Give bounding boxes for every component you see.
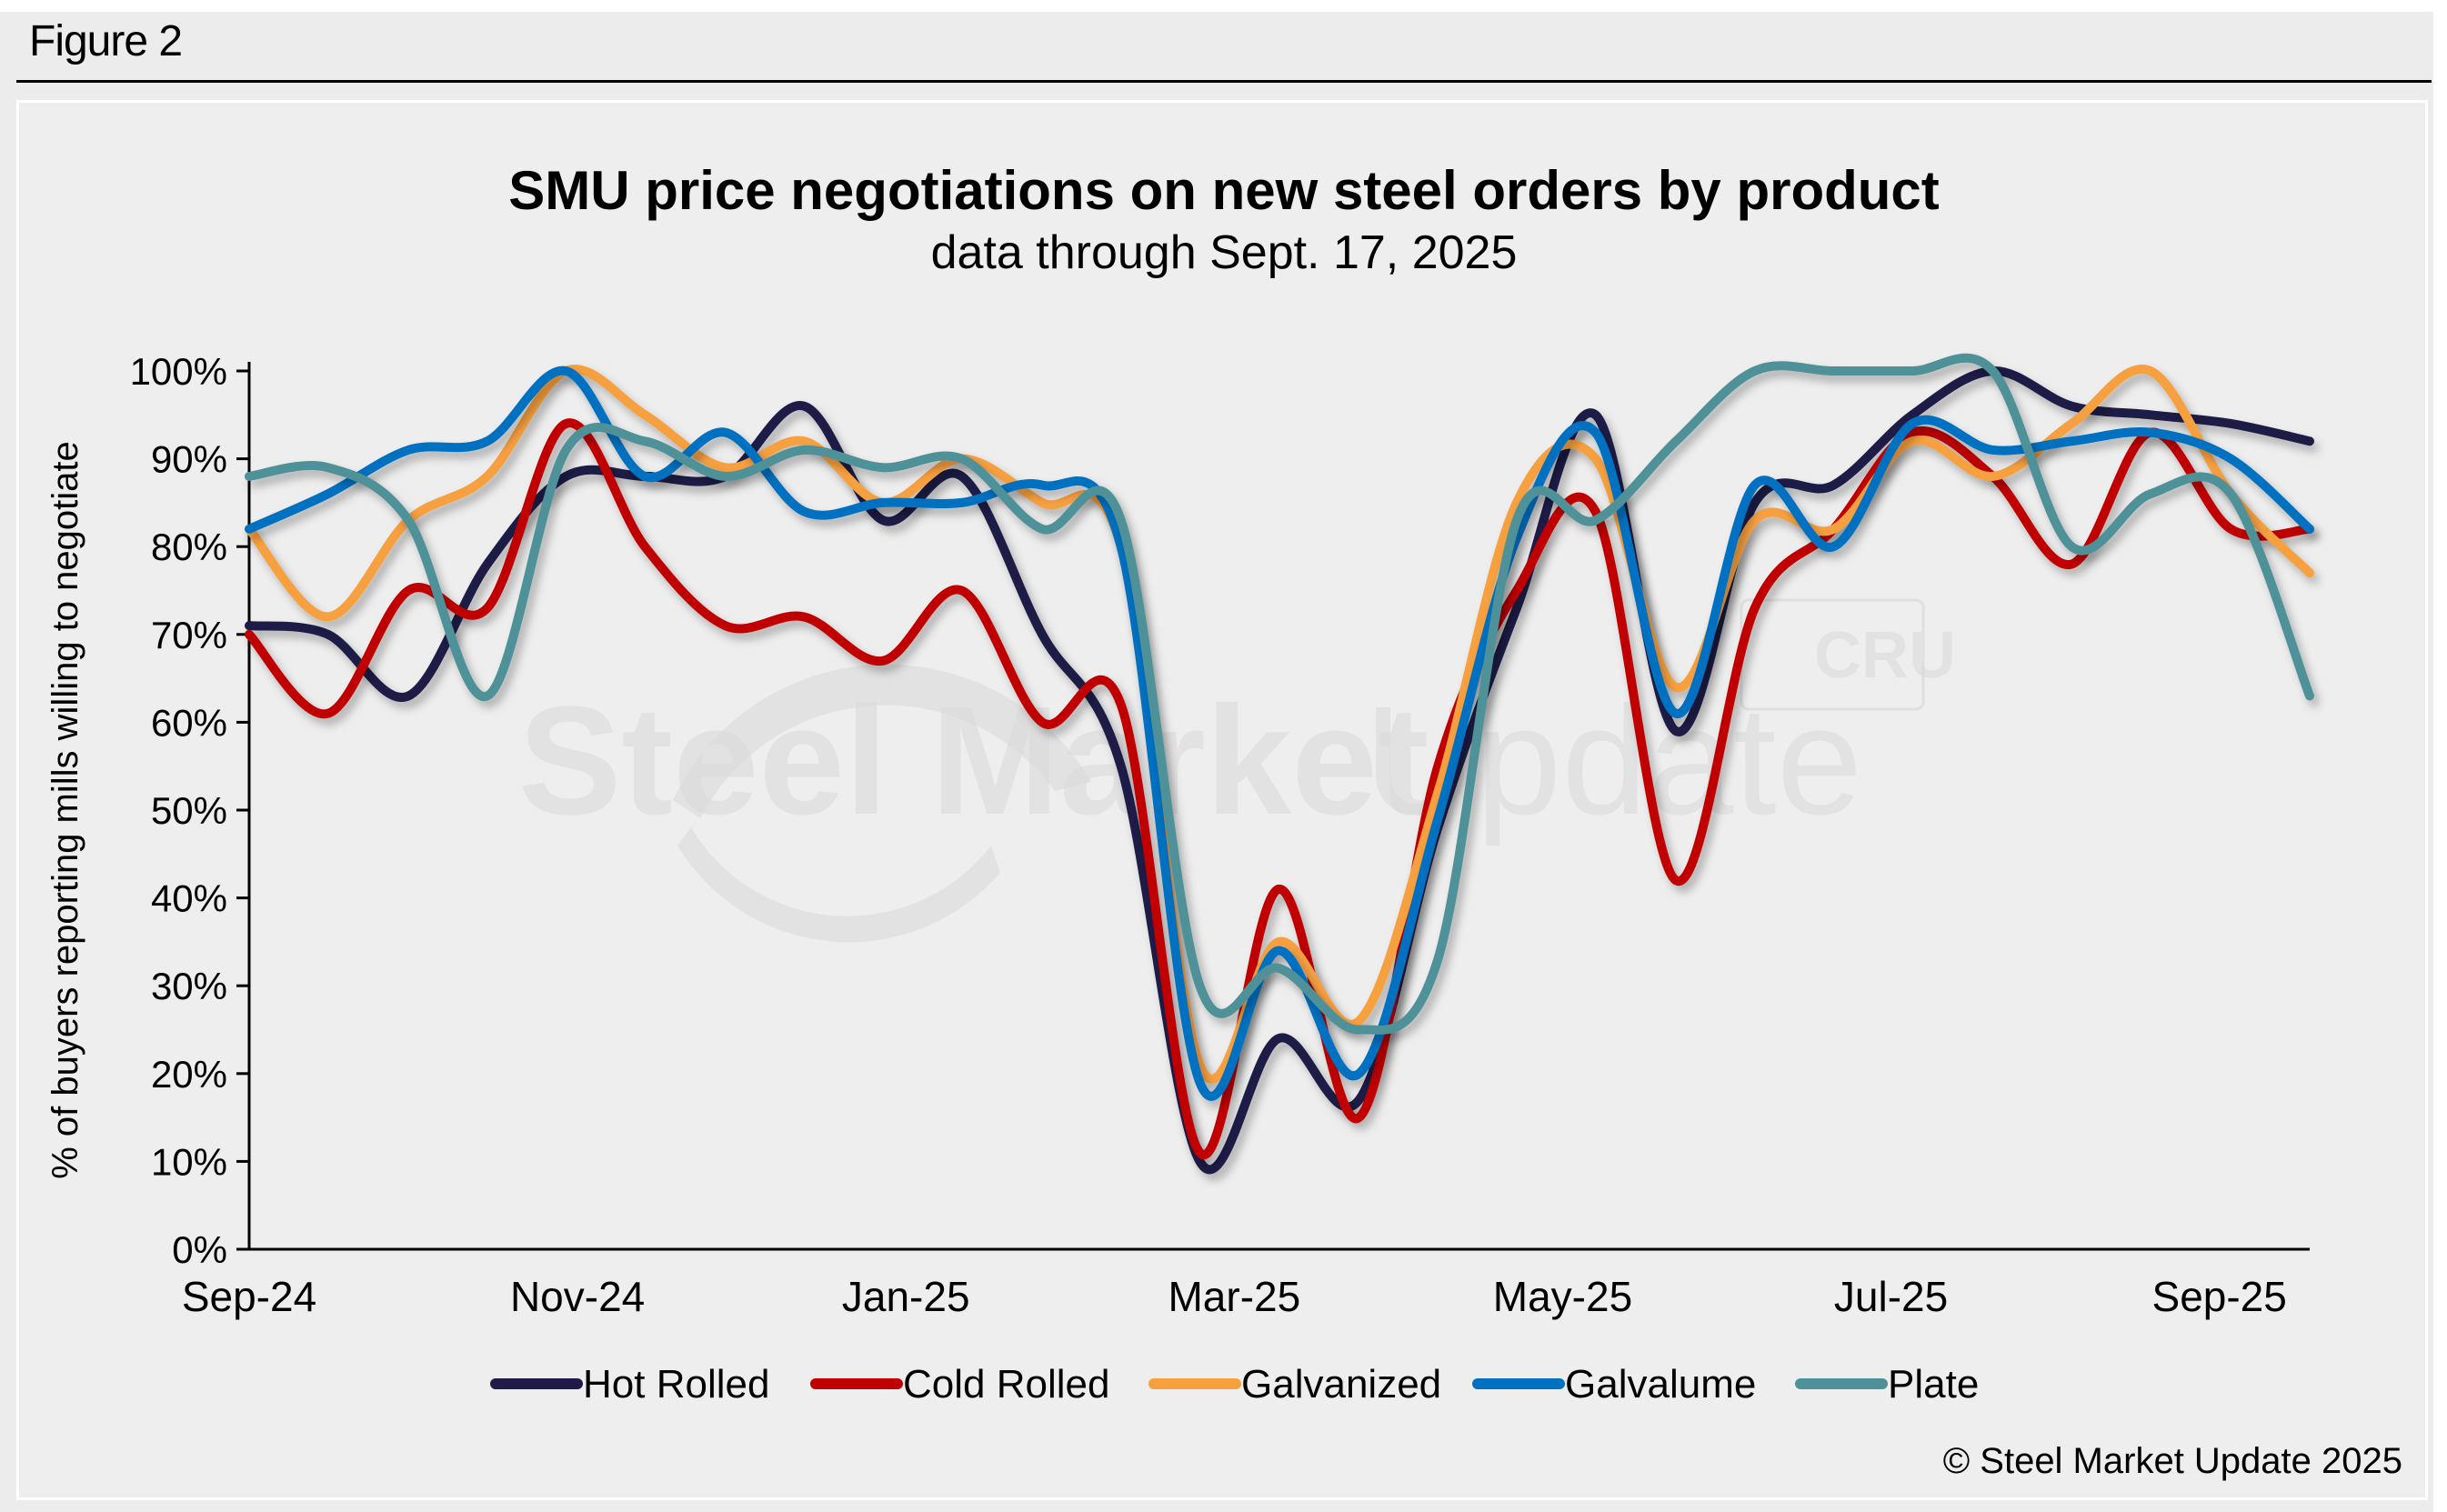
legend-item-galvalume: Galvalume	[1472, 1362, 1756, 1407]
x-tick-label: Sep-25	[2152, 1273, 2287, 1320]
series-line-plate	[245, 353, 2314, 1035]
legend-item-galvanized: Galvanized	[1148, 1362, 1441, 1407]
legend-label: Cold Rolled	[903, 1362, 1109, 1407]
y-tick-label: 40%	[151, 877, 227, 920]
series-line-galvalume	[245, 365, 2314, 1101]
legend-label: Hot Rolled	[583, 1362, 769, 1407]
chart-subtitle: data through Sept. 17, 2025	[931, 226, 1518, 279]
y-tick-label: 80%	[151, 526, 227, 568]
y-tick-label: 20%	[151, 1053, 227, 1096]
y-axis-title: % of buyers reporting mills willing to n…	[45, 441, 85, 1179]
watermark-swoosh	[673, 664, 1091, 818]
watermark: Steel Market Update CRU	[518, 598, 1956, 943]
chart-title: SMU price negotiations on new steel orde…	[508, 160, 1940, 221]
x-tick-label: Mar-25	[1168, 1273, 1300, 1320]
y-tick-label: 10%	[151, 1140, 227, 1183]
series-group	[245, 353, 2314, 1175]
legend-label: Plate	[1888, 1362, 1979, 1407]
x-tick-label: May-25	[1493, 1273, 1632, 1320]
legend-item-cold-rolled: Cold Rolled	[810, 1362, 1109, 1407]
x-tick-label: Sep-24	[182, 1273, 316, 1320]
y-tick-label: 50%	[151, 789, 227, 832]
legend-label: Galvalume	[1565, 1362, 1756, 1407]
legend: Hot Rolled Cold Rolled Galvanized Galvalume…	[490, 1362, 1979, 1407]
watermark-bold-text: Steel Market	[518, 675, 1429, 847]
chart-panel	[16, 100, 2428, 1500]
y-tick-label: 70%	[151, 614, 227, 656]
copyright-text: © Steel Market Update 2025	[1943, 1441, 2402, 1481]
y-tick-label: 0%	[172, 1228, 227, 1271]
legend-label: Galvanized	[1241, 1362, 1441, 1407]
y-tick-label: 90%	[151, 438, 227, 481]
watermark-globe	[677, 827, 1000, 943]
figure-label: Figure 2	[29, 17, 183, 65]
legend-item-plate: Plate	[1795, 1362, 1979, 1407]
legend-item-hot-rolled: Hot Rolled	[490, 1362, 769, 1407]
x-tick-label: Jan-25	[842, 1273, 970, 1320]
y-tick-label: 100%	[130, 350, 227, 393]
series-line-galvanized	[245, 365, 2314, 1084]
header-rule	[16, 80, 2432, 83]
x-axis-ticks: Sep-24 Nov-24 Jan-25 Mar-25 May-25 Jul-25 Sep-…	[182, 1273, 2287, 1320]
y-tick-label: 60%	[151, 701, 227, 744]
watermark-badge-text: CRU	[1814, 619, 1956, 692]
y-tick-label: 30%	[151, 965, 227, 1007]
x-tick-label: Jul-25	[1834, 1273, 1948, 1320]
x-tick-label: Nov-24	[510, 1273, 645, 1320]
y-axis-ticks: 0% 10% 20% 30% 40% 50% 60% 70% 80% 90% 100%	[130, 350, 249, 1271]
